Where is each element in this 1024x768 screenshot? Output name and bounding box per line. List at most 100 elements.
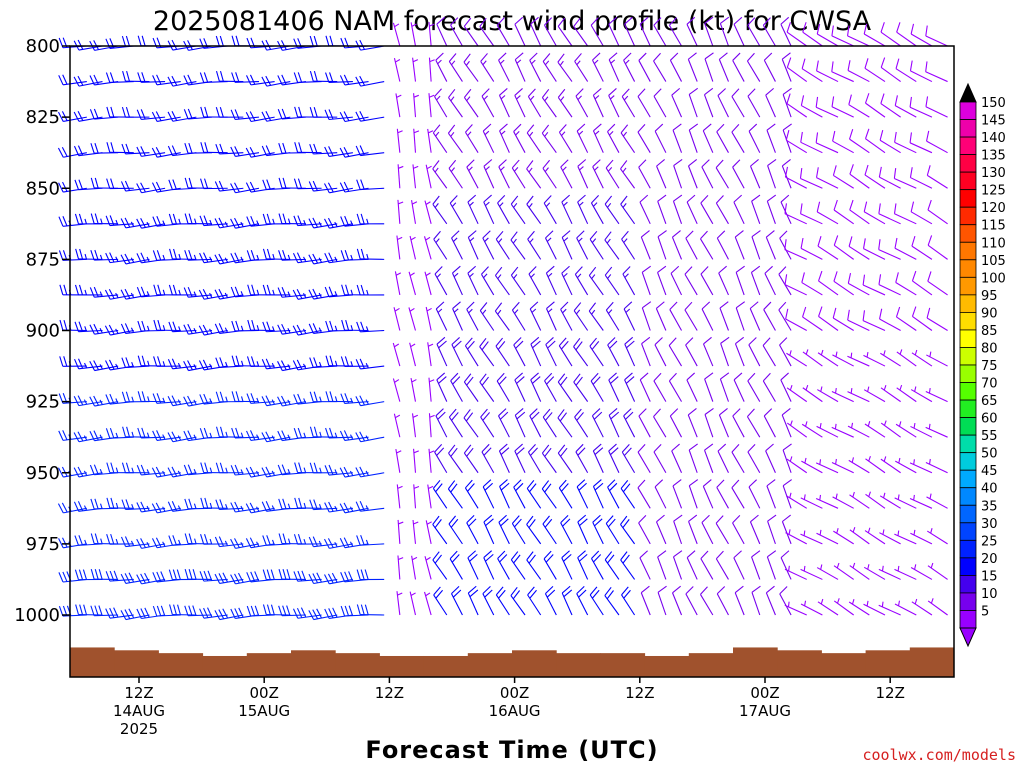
x-tick-label: 00Z [750, 684, 779, 702]
wind-barb [784, 565, 807, 580]
wind-barb [184, 213, 213, 225]
wind-barb [910, 201, 933, 225]
wind-barb [90, 213, 119, 225]
wind-barb [704, 372, 714, 402]
x-axis-label: Forecast Time (UTC) [365, 736, 658, 764]
wind-barb [230, 146, 260, 157]
wind-barb [137, 391, 166, 403]
colorbar-over-arrow [959, 82, 977, 103]
wind-barb [514, 443, 526, 473]
wind-barb [731, 444, 745, 474]
ground-segment [821, 653, 867, 677]
wind-barb [496, 17, 510, 47]
wind-barb [669, 52, 683, 82]
wind-barb [411, 200, 418, 224]
wind-barb [604, 195, 620, 225]
wind-barb [245, 502, 275, 514]
wind-barb [574, 408, 589, 438]
wind-barb [498, 52, 510, 82]
wind-barb [467, 230, 479, 260]
wind-barb [277, 286, 306, 298]
wind-barb [494, 302, 510, 331]
wind-barb [909, 167, 933, 189]
wind-barb [261, 110, 291, 122]
wind-barb [847, 422, 870, 438]
colorbar-swatch [959, 154, 977, 173]
wind-barb [510, 195, 526, 225]
ground-segment [733, 647, 778, 677]
wind-barbs [57, 16, 948, 621]
wind-barb [732, 159, 745, 189]
wind-barb [153, 319, 181, 332]
wind-barb [911, 270, 933, 296]
wind-barb [120, 217, 150, 229]
colorbar-label: 25 [981, 534, 998, 549]
wind-barb [324, 146, 353, 157]
wind-barb [394, 271, 402, 296]
wind-barb [73, 466, 103, 478]
colorbar-label: 30 [981, 517, 998, 532]
colorbar-label: 75 [981, 359, 998, 374]
wind-barb [544, 586, 557, 616]
wind-barb [620, 124, 636, 153]
wind-barb [432, 551, 448, 580]
wind-barb [751, 194, 761, 224]
wind-barb [657, 585, 667, 616]
wind-barb [498, 443, 510, 473]
wind-barb [589, 337, 604, 367]
wind-barb [670, 265, 683, 296]
ground-segment [423, 655, 469, 677]
colorbar-swatch [959, 311, 977, 331]
wind-barb [511, 301, 526, 331]
wind-barb [435, 301, 448, 331]
wind-barb [230, 501, 260, 513]
wind-barb [688, 123, 699, 153]
wind-barb [412, 519, 419, 544]
wind-barb [423, 591, 432, 616]
chart-title: 2025081406 NAM forecast wind profile (kt… [153, 6, 872, 37]
wind-barb [909, 494, 933, 509]
wind-barb [592, 443, 604, 473]
wind-barb [925, 423, 948, 438]
wind-barb [293, 570, 322, 582]
wind-barb [701, 159, 714, 189]
wind-barb [105, 607, 134, 619]
wind-barb [529, 301, 542, 331]
colorbar-swatch [959, 610, 977, 629]
wind-barb [802, 22, 823, 47]
wind-barb [785, 308, 807, 331]
wind-barb [720, 336, 730, 367]
wind-barb [785, 529, 807, 545]
wind-barb [673, 514, 683, 545]
wind-barb [479, 302, 495, 331]
wind-barb [880, 22, 901, 47]
colorbar-label: 100 [981, 271, 1006, 286]
wind-barb [847, 25, 870, 47]
wind-barb [878, 203, 901, 225]
wind-barb [832, 130, 854, 154]
wind-barb [800, 494, 823, 509]
colorbar-label: 130 [981, 166, 1006, 181]
wind-barb [926, 528, 948, 545]
wind-barb [608, 88, 620, 118]
wind-barb [637, 124, 651, 153]
wind-barb [542, 159, 557, 189]
wind-barb [105, 215, 134, 227]
wind-barb [786, 22, 808, 47]
wind-barb [894, 600, 917, 616]
wind-barb [433, 586, 448, 616]
wind-barb [309, 107, 338, 118]
wind-barb [911, 598, 933, 616]
wind-barb [479, 337, 495, 367]
wind-barb [782, 443, 792, 473]
wind-barb [121, 106, 150, 118]
wind-barb [278, 569, 306, 580]
wind-barb [801, 58, 823, 83]
credit-link[interactable]: coolwx.com/models [862, 746, 1016, 764]
wind-barb [121, 462, 150, 474]
wind-barb [848, 457, 870, 474]
wind-barb [833, 562, 854, 580]
wind-barb [672, 194, 683, 224]
wind-barb [779, 337, 792, 367]
wind-barb [910, 529, 933, 545]
